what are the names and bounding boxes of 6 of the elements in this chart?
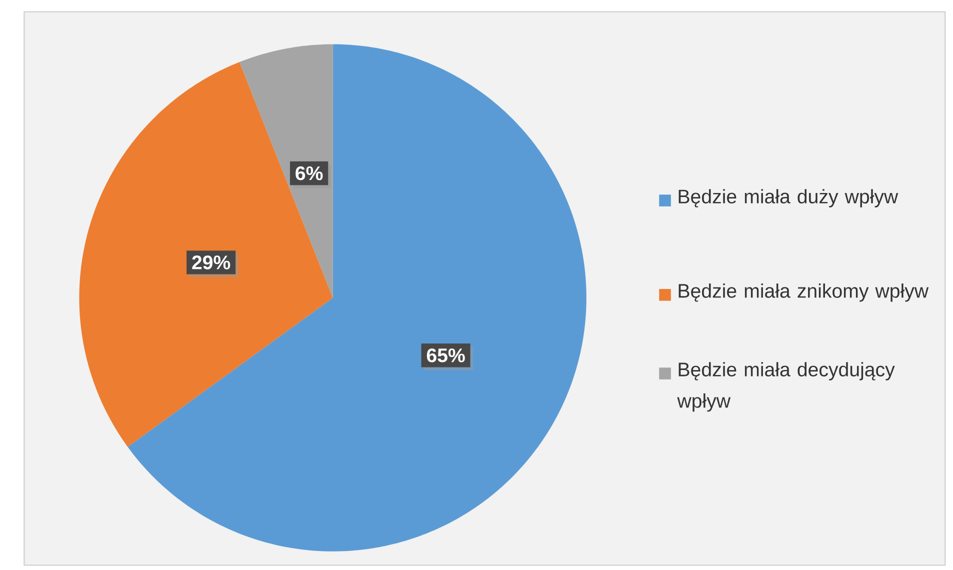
data-label: 6% [296, 166, 323, 180]
data-label: 29% [192, 255, 230, 270]
data-label: 65% [426, 348, 465, 362]
legend-label: Będzie miała duży wpływ [678, 189, 898, 208]
legend-label: Będzie miała znikomy wpływ [678, 283, 929, 302]
legend-label: Będzie miała decydujący wpływ [677, 362, 895, 412]
